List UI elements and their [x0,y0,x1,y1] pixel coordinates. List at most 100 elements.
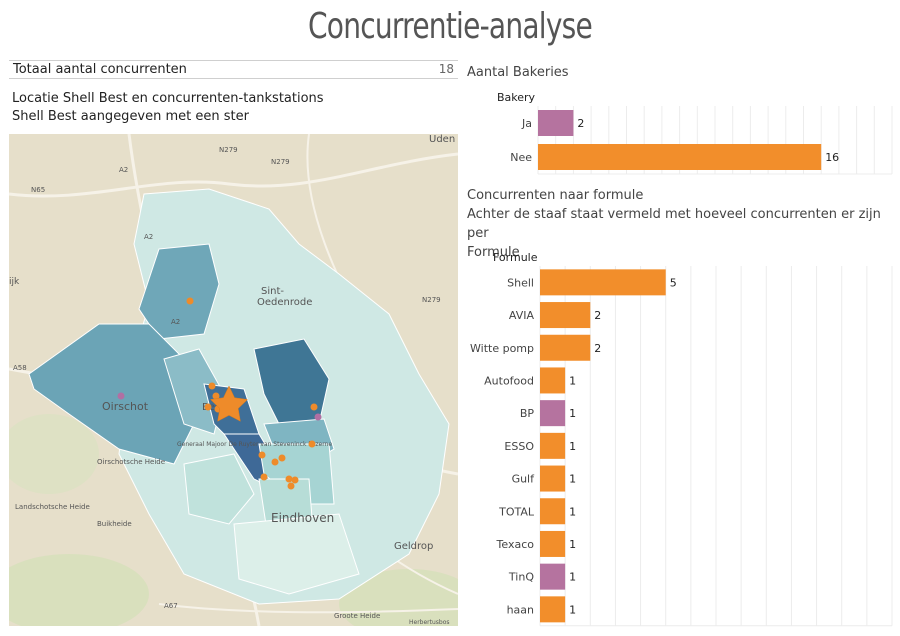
category-label: BP [520,407,535,420]
map-title: Locatie Shell Best en concurrenten-tanks… [12,90,324,126]
map-label-oirschot: Oirschot [102,400,149,413]
map-label-best: Best [202,402,224,413]
value-label: 5 [670,276,677,289]
competitor-map[interactable]: Uden N279 N279 A2 N65 A2 Sint- Oedenrode… [9,134,458,626]
category-label: ESSO [504,440,534,453]
competitor-marker[interactable] [278,454,286,462]
bar[interactable] [540,596,566,623]
bar[interactable] [538,110,574,136]
value-label: 1 [569,505,576,518]
value-label: 1 [569,440,576,453]
map-label-road: N65 [31,186,45,194]
map-label-road: A58 [13,364,27,372]
category-label: Texaco [496,538,535,551]
competitor-marker[interactable] [287,482,295,490]
map-label-kazerne: Generaal Majoor De Ruyter van Steveninck… [177,441,332,448]
value-label: 2 [594,342,601,355]
map-label-road: A67 [164,602,178,610]
map-label-geldrop: Geldrop [394,541,433,552]
map-region-north[interactable] [138,243,220,340]
map-road [158,603,458,614]
map-label-landschotsche-heide: Landschotsche Heide [15,503,90,511]
bar[interactable] [540,367,566,394]
map-label-road: A2 [119,166,128,174]
map-label-uden: Uden [429,134,455,145]
map-region-oirschot[interactable] [28,323,200,465]
bar[interactable] [538,144,822,170]
map-label-road: N279 [422,296,441,304]
category-label: Witte pomp [470,342,534,355]
value-label: 1 [569,407,576,420]
page-title: Concurrentie-analyse [307,6,593,47]
map-title-line2: Shell Best aangegeven met een ster [12,109,249,124]
total-competitors-label: Totaal aantal concurrenten [13,62,187,77]
competitor-marker[interactable] [186,297,194,305]
bakery-axis-header: Bakery [497,91,536,104]
map-label-road: N279 [219,146,238,154]
map-region-eindhoven-south[interactable] [233,513,360,595]
competitor-marker[interactable] [291,476,299,484]
category-label: Gulf [512,473,536,486]
bar[interactable] [540,498,566,525]
map-road [9,152,458,198]
total-competitors-value: 18 [438,62,454,76]
total-competitors-row: Totaal aantal concurrenten 18 [9,60,458,79]
bakery-chart: Bakery Ja 2 Nee 16 [462,86,898,178]
formule-title-line1: Concurrenten naar formule [467,188,644,203]
competitor-marker[interactable] [258,451,266,459]
map-label-ijk: ijk [9,277,20,287]
shell-best-star-icon[interactable] [209,385,249,422]
map-forest-patch [9,414,99,494]
map-forest-patch [9,554,149,626]
map-canvas[interactable]: Uden N279 N279 A2 N65 A2 Sint- Oedenrode… [9,134,458,626]
map-label-herbertusbos: Herbertusbos [409,619,450,626]
map-label-road: A2 [171,318,180,326]
competitor-marker[interactable] [308,440,316,448]
bakery-chart-title: Aantal Bakeries [467,65,569,80]
category-label: AVIA [509,309,535,322]
bar[interactable] [540,302,591,329]
map-label-oirschotsche-heide: Oirschotsche Heide [97,458,165,466]
map-title-line1: Locatie Shell Best en concurrenten-tanks… [12,91,324,106]
bakery-chart-svg: Bakery Ja 2 Nee 16 [497,91,893,175]
competitor-marker[interactable] [285,475,293,483]
bar[interactable] [540,563,566,590]
value-label: 2 [594,309,601,322]
formule-axis-header: Formule [493,251,538,264]
map-label-eindhoven: Eindhoven [271,511,334,525]
competitor-marker[interactable] [310,403,318,411]
formule-title-line2: Achter de staaf staat vermeld met hoevee… [467,207,881,241]
map-label-sint: Sint- [261,286,284,297]
bar[interactable] [540,465,566,492]
value-label: 1 [569,603,576,616]
value-label: 2 [577,117,584,130]
competitor-marker[interactable] [260,473,268,481]
map-label-oedenrode: Oedenrode [257,297,312,308]
bar[interactable] [540,400,566,427]
value-label: 1 [569,571,576,584]
map-label-buikheide: Buikheide [97,520,132,528]
competitor-marker[interactable] [208,382,216,390]
category-label: haan [507,603,534,616]
formule-chart-svg: Formule Shell 5 AVIA 2 Witte pomp 2 Autofood 1 BP… [470,251,893,627]
bar[interactable] [540,269,666,296]
competitor-marker[interactable] [271,458,279,466]
value-label: 1 [569,473,576,486]
value-label: 1 [569,374,576,387]
category-label: Ja [521,117,532,130]
competitor-marker[interactable] [212,392,220,400]
formule-title-line3: Formule [467,245,520,260]
category-label: Autofood [484,374,534,387]
bar[interactable] [540,334,591,361]
map-label-road: N279 [271,158,290,166]
map-region-north-eindhoven[interactable] [258,443,335,505]
competitor-marker[interactable] [117,392,125,400]
formule-chart-title: Concurrenten naar formule Achter de staa… [467,186,900,262]
map-region-west-eindhoven[interactable] [183,453,255,525]
category-label: TOTAL [498,505,535,518]
bar[interactable] [540,530,566,557]
competitor-marker[interactable] [204,403,212,411]
category-label: TinQ [508,571,534,584]
bar[interactable] [540,432,566,459]
competitor-marker[interactable] [314,413,322,421]
